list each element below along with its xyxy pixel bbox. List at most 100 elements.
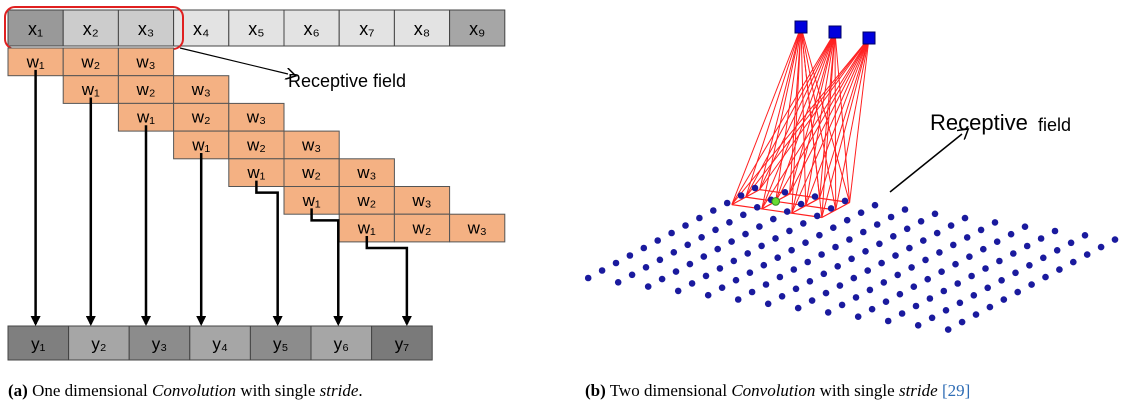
connection: [760, 38, 869, 190]
node: [763, 281, 770, 288]
node: [1014, 289, 1021, 296]
node: [712, 227, 719, 234]
node: [818, 251, 825, 258]
weight-label: w₂: [80, 52, 100, 71]
weight-label: w₃: [467, 219, 487, 238]
node: [782, 189, 789, 196]
node: [740, 212, 747, 219]
node: [851, 275, 858, 282]
node: [872, 202, 879, 209]
center-node: [772, 198, 780, 206]
node: [885, 318, 892, 325]
node: [643, 264, 650, 271]
node: [645, 283, 652, 290]
node: [998, 277, 1005, 284]
weight-label: w₂: [191, 108, 211, 127]
caption-text: Convolution: [731, 381, 815, 400]
node: [920, 237, 927, 244]
node: [717, 265, 724, 272]
weight-label: w₂: [246, 135, 266, 154]
output-label: y₇: [395, 334, 410, 353]
node: [779, 293, 786, 300]
node: [754, 204, 761, 211]
node: [978, 227, 985, 234]
output-label: y₅: [273, 334, 288, 353]
weight-label: w₂: [301, 163, 321, 182]
node: [627, 252, 634, 259]
node: [1012, 270, 1019, 277]
node: [984, 285, 991, 292]
node: [924, 276, 931, 283]
node: [992, 219, 999, 226]
node: [973, 311, 980, 318]
annotation: Receptive field: [288, 71, 406, 91]
arrow: [256, 181, 277, 324]
weight-label: w₂: [356, 191, 376, 210]
node: [897, 291, 904, 298]
node: [899, 310, 906, 317]
node: [968, 273, 975, 280]
node: [756, 223, 763, 230]
node: [892, 252, 899, 259]
input-label: x₁: [28, 19, 43, 39]
weight-label: w₃: [191, 80, 211, 99]
node: [915, 322, 922, 329]
node: [860, 229, 867, 236]
node: [830, 224, 837, 231]
annotation: field: [1038, 115, 1071, 135]
node: [837, 282, 844, 289]
weight-label: w₁: [136, 108, 155, 127]
citation: [29]: [942, 381, 970, 400]
node: [894, 272, 901, 279]
node: [705, 292, 712, 299]
node: [1026, 262, 1033, 269]
output-label: y₂: [91, 334, 106, 353]
node: [1024, 243, 1031, 250]
arrow: [367, 236, 407, 324]
figure: x₁x₂x₃x₄x₅x₆x₇x₈x₉w₁w₂w₃w₁w₂w₃w₁w₂w₃w₁w₂…: [0, 0, 1121, 408]
node: [701, 253, 708, 260]
connection: [776, 27, 801, 201]
node: [731, 258, 738, 265]
connection: [732, 38, 869, 205]
weight-label: w₃: [411, 191, 431, 210]
node: [904, 226, 911, 233]
weight-label: w₂: [136, 80, 156, 99]
output-label: y₃: [152, 334, 167, 353]
node: [945, 326, 952, 333]
node: [848, 255, 855, 262]
node: [1040, 254, 1047, 261]
node: [738, 192, 745, 199]
node: [675, 288, 682, 295]
weight-label: w₃: [301, 135, 321, 154]
node: [959, 319, 966, 326]
node: [812, 193, 819, 200]
node: [795, 305, 802, 312]
node: [858, 209, 865, 216]
node: [1082, 232, 1089, 239]
arrow: [312, 208, 339, 324]
node: [890, 233, 897, 240]
caption-text: stride: [899, 381, 938, 400]
caption-text: .: [358, 381, 362, 400]
weight-label: w₃: [246, 108, 266, 127]
annotation: Receptive: [930, 110, 1028, 135]
caption-text: stride: [320, 381, 359, 400]
pointer: [890, 134, 962, 192]
connection: [835, 32, 836, 210]
node: [883, 298, 890, 305]
node: [724, 200, 731, 207]
node: [654, 237, 661, 244]
node: [839, 302, 846, 309]
node: [888, 214, 895, 221]
input-label: x₈: [414, 19, 430, 39]
node: [823, 290, 830, 297]
node: [774, 254, 781, 261]
node: [719, 284, 726, 291]
node: [613, 260, 620, 267]
caption-text: Two dimensional: [610, 381, 732, 400]
node: [744, 250, 751, 257]
node: [696, 215, 703, 222]
node: [834, 263, 841, 270]
node: [1052, 228, 1059, 235]
